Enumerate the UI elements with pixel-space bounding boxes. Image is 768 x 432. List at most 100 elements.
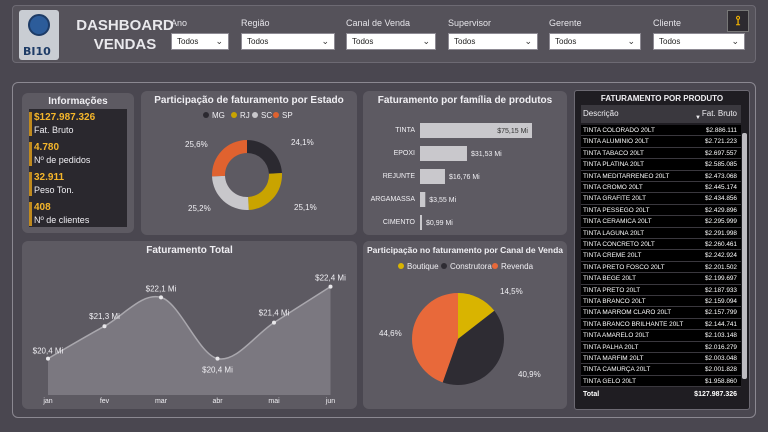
table-row[interactable]: TINTA PRETO 20LT $2.187.933: [581, 284, 741, 296]
point-value-label: $20,4 Mi: [33, 347, 64, 356]
kpi-accent-bar: [29, 112, 32, 136]
area-fill: [48, 286, 331, 395]
x-axis-tick-label: jun: [325, 398, 335, 405]
bar-tinta[interactable]: [420, 123, 532, 138]
sort-desc-icon[interactable]: ▼: [695, 115, 701, 121]
bar-cimento[interactable]: [420, 215, 422, 230]
area-point[interactable]: [46, 356, 50, 361]
area-point[interactable]: [215, 356, 220, 361]
total-chart-panel: Faturamento Total $20,4 Mi jan $21,3 Mi fev…: [22, 241, 357, 409]
donut-slice-mg[interactable]: [247, 140, 282, 174]
x-axis-tick-label: fev: [100, 398, 110, 405]
filter-supervisor-select[interactable]: Todos ⌄: [448, 33, 538, 50]
filter-canal-select[interactable]: Todos ⌄: [346, 33, 436, 50]
kpi-value: 408: [34, 202, 51, 213]
bar-rejunte[interactable]: [420, 169, 445, 184]
table-row[interactable]: TINTA PESSEGO 20LT $2.429.896: [581, 204, 741, 217]
product-name: TINTA CONCRETO 20LT: [583, 241, 655, 248]
product-value: $2.260.461: [705, 241, 737, 248]
info-panel: Informações $127.987.326 Fat. Bruto 4.78…: [22, 93, 134, 233]
table-row[interactable]: TINTA PRETO FOSCO 20LT $2.201.502: [581, 261, 741, 274]
product-name: TINTA BEGE 20LT: [583, 275, 637, 283]
family-chart: TINTA $75,15 Mi EPOXI $31,53 Mi REJUNTE $16,7…: [371, 123, 532, 230]
table-row[interactable]: TINTA CONCRETO 20LT $2.260.461: [581, 239, 741, 251]
table-row[interactable]: TINTA ALUMINIO 20LT $2.721.223: [581, 136, 741, 148]
filter-cliente-select[interactable]: Todos ⌄: [653, 33, 745, 50]
table-scrollbar[interactable]: [742, 133, 747, 379]
product-value: $2.295.999: [705, 218, 737, 226]
product-name: TINTA AMARELO 20LT: [583, 332, 650, 340]
filter-value: Todos: [454, 37, 476, 46]
kpi-accent-bar: [29, 172, 32, 196]
area-point[interactable]: [159, 295, 163, 300]
filter-gerente-select[interactable]: Todos ⌄: [549, 33, 641, 50]
kpi-pedidos: 4.780 Nº de pedidos: [29, 142, 90, 166]
product-value: $2.001.828: [705, 366, 737, 374]
product-name: TINTA GRAFITE 20LT: [583, 195, 646, 203]
area-point[interactable]: [328, 284, 333, 289]
product-name: TINTA LAGUNA 20LT: [583, 229, 645, 237]
point-value-label: $21,3 Mi: [89, 312, 120, 321]
dashboard-title: DASHBOARD VENDAS: [75, 16, 175, 54]
state-chart-title: Participação de faturamento por Estado: [154, 95, 344, 106]
column-header-descricao[interactable]: Descrição: [583, 109, 619, 118]
pie-slice-boutique[interactable]: [458, 293, 495, 339]
table-row[interactable]: TINTA BEGE 20LT $2.199.697: [581, 273, 741, 285]
filter-regiao: Região Todos ⌄: [241, 18, 335, 50]
info-title: Informações: [48, 96, 108, 107]
kpi-list: $127.987.326 Fat. Bruto 4.780 Nº de pedi…: [29, 109, 127, 227]
pie-slice-construtora[interactable]: [442, 310, 504, 385]
area-point[interactable]: [272, 320, 276, 325]
channel-chart-panel: Participação no faturamento por Canal de…: [363, 241, 567, 409]
table-row[interactable]: TINTA CROMO 20LT $2.445.174: [581, 182, 741, 194]
product-name: TINTA GELO 20LT: [583, 377, 637, 385]
donut-slice-sc[interactable]: [212, 175, 249, 210]
x-axis-tick-label: mar: [155, 398, 168, 405]
dashboard-body: Informações $127.987.326 Fat. Bruto 4.78…: [12, 82, 756, 418]
table-row[interactable]: TINTA BRANCO BRILHANTE 20LT $2.144.741: [581, 318, 741, 331]
table-row[interactable]: TINTA BRANCO 20LT $2.159.094: [581, 296, 741, 308]
table-row[interactable]: TINTA CERAMICA 20LT $2.295.999: [581, 216, 741, 228]
kpi-value: 4.780: [34, 142, 60, 153]
column-header-fat-bruto[interactable]: Fat. Bruto: [701, 109, 737, 118]
table-row[interactable]: TINTA COLORADO 20LT $2.886.111: [581, 125, 741, 137]
donut-slice-rj[interactable]: [248, 173, 282, 210]
legend-dot-sc: [252, 112, 258, 118]
brand-icon[interactable]: ⟟: [727, 10, 749, 32]
product-name: TINTA CREME 20LT: [583, 252, 642, 260]
table-row[interactable]: TINTA LAGUNA 20LT $2.291.998: [581, 227, 741, 239]
x-axis-tick-label: jan: [42, 398, 52, 405]
donut-slice-sp[interactable]: [212, 140, 247, 177]
table-row[interactable]: TINTA CREME 20LT $2.242.924: [581, 250, 741, 262]
product-value: $2.003.048: [705, 355, 737, 362]
table-row[interactable]: TINTA GRAFITE 20LT $2.434.856: [581, 193, 741, 205]
area-point[interactable]: [102, 324, 107, 329]
bar-epoxi[interactable]: [420, 146, 467, 161]
filter-regiao-select[interactable]: Todos ⌄: [241, 33, 335, 50]
legend-dot-boutique: [398, 263, 404, 269]
table-row[interactable]: TINTA CAMURÇA 20LT $2.001.828: [581, 364, 741, 376]
table-row[interactable]: TINTA MARROM CLARO 20LT $2.157.799: [581, 307, 741, 319]
table-row[interactable]: TINTA TABACO 20LT $2.697.557: [581, 147, 741, 160]
product-name: TINTA COLORADO 20LT: [583, 127, 655, 134]
bar-argamassa[interactable]: [420, 192, 426, 207]
table-row[interactable]: TINTA PLATINA 20LT $2.585.085: [581, 159, 741, 171]
product-value: $2.445.174: [705, 184, 737, 191]
total-label: Total: [583, 391, 600, 398]
legend-dot-rj: [231, 112, 237, 118]
filter-cliente: Cliente Todos ⌄: [653, 18, 745, 50]
pie-slice-revenda[interactable]: [412, 293, 458, 383]
filter-ano-select[interactable]: Todos ⌄: [171, 33, 229, 50]
point-value-label: $22,4 Mi: [315, 274, 346, 283]
table-row[interactable]: TINTA GELO 20LT $1.958.860: [581, 375, 741, 388]
table-row[interactable]: TINTA MARFIM 20LT $2.003.048: [581, 353, 741, 365]
slice-label-boutique: 14,5%: [500, 287, 523, 296]
slice-label-construtora: 40,9%: [518, 370, 541, 379]
legend-dot-mg: [203, 112, 209, 118]
chevron-down-icon: ⌄: [524, 36, 532, 46]
table-row[interactable]: TINTA AMARELO 20LT $2.103.148: [581, 330, 741, 342]
table-row[interactable]: TINTA PALHA 20LT $2.016.279: [581, 341, 741, 353]
table-row[interactable]: TINTA MEDITARRENEO 20LT $2.473.068: [581, 170, 741, 182]
kpi-label: Fat. Bruto: [34, 125, 74, 135]
legend-dot-revenda: [492, 263, 498, 269]
